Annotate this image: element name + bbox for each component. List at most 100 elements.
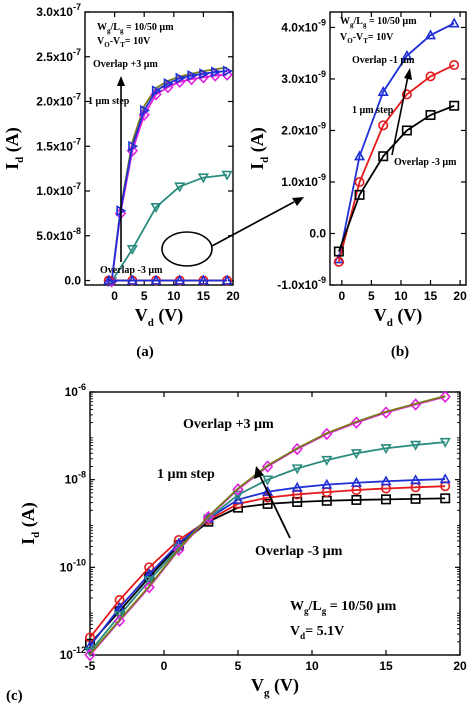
data-point-blue [321, 478, 333, 489]
x-tick-label: 20 [453, 289, 467, 303]
connector-line [211, 201, 295, 247]
y-tick-label: 1.5x10-7 [36, 136, 81, 153]
data-point-red [354, 176, 365, 187]
y-tick-label: 1.0x10-7 [36, 181, 81, 198]
zoom-connector [211, 197, 304, 247]
y-axis-label: Id (A) [18, 502, 42, 545]
y-tick-label: 10-8 [65, 470, 86, 487]
data-point-blue [163, 78, 174, 90]
data-point-magenta [84, 648, 96, 662]
data-point-black [449, 100, 460, 111]
series-line-teal [89, 441, 446, 653]
data-point-teal [150, 202, 162, 213]
data-point-teal [143, 576, 155, 587]
data-point-teal [321, 455, 333, 466]
plot-frame [89, 391, 461, 656]
y-tick-label: 3.0x10-9 [281, 69, 326, 86]
series-line-teal [110, 174, 228, 282]
data-point-blue [291, 481, 303, 492]
series-line-blue [337, 22, 455, 260]
data-point-magenta [232, 483, 244, 496]
annotation-vo: VO-VT= 10V [97, 36, 151, 49]
data-point-blue [151, 85, 162, 97]
data-point-red [378, 120, 389, 131]
series-line-red [89, 485, 446, 639]
data-point-red [425, 71, 436, 82]
annotation-vo: VO-VT= 10V [340, 32, 394, 45]
annotation-overlap-plus: Overlap +3 µm [183, 417, 274, 432]
y-tick-label: -1.0x10-9 [277, 275, 326, 292]
panel-b: 0 5 10 15 20 -1.0x10-9 0.0 1.0x10-9 2.0x10-9 3.0x… [247, 11, 467, 360]
annotation-step: 1 µm step [352, 105, 394, 116]
y-tick-label: 3.0x10-7 [36, 2, 81, 19]
data-point-blue [150, 274, 162, 285]
x-axis-label: Vd (V) [374, 305, 423, 329]
data-point-teal [221, 170, 233, 181]
data-point-blue [424, 29, 437, 40]
step-arrow [259, 475, 291, 539]
annotation-overlap-plus: Overlap +3 µm [93, 59, 158, 70]
x-tick-label: 5 [141, 289, 148, 303]
y-tick-label: 4.0x10-9 [281, 17, 326, 34]
data-point-blue [410, 474, 422, 485]
y-tick-label: 5.0x10-8 [36, 226, 81, 243]
data-point-red [333, 256, 344, 267]
data-point-teal [114, 611, 126, 622]
x-tick-label: 0 [338, 289, 345, 303]
plot-frame [329, 11, 467, 286]
data-point-black [262, 498, 273, 509]
data-point-blue [401, 49, 413, 60]
y-axis-label: Id (A) [247, 127, 271, 170]
data-point-magenta [261, 460, 274, 473]
y-tick-label: 10-12 [60, 645, 86, 662]
data-point-black [410, 493, 421, 504]
data-point-blue [175, 72, 186, 84]
series-line-black [89, 497, 446, 645]
data-point-black [292, 496, 303, 507]
data-point-blue [380, 475, 392, 486]
data-point-blue [350, 476, 362, 487]
y-tick-label: 10-10 [60, 557, 86, 574]
x-tick-label: 10 [305, 659, 319, 673]
connector-head [292, 197, 304, 206]
x-tick-label: 0 [161, 659, 168, 673]
data-point-black [380, 494, 391, 505]
plot-frame [84, 11, 234, 286]
data-point-blue [126, 274, 138, 285]
data-point-teal [197, 173, 209, 184]
data-point-teal [126, 245, 138, 256]
data-point-blue [103, 274, 115, 285]
data-point-blue [140, 104, 151, 117]
annotation-wl: Wg/Lg = 10/50 µm [340, 16, 417, 29]
data-point-black [354, 189, 365, 200]
y-tick-label: 0.0 [64, 274, 81, 288]
step-arrow-head [117, 76, 125, 86]
x-axis-label: Vg (V) [251, 675, 299, 699]
annotation-overlap-minus: Overlap -3 µm [255, 544, 343, 559]
data-point-blue [222, 65, 233, 77]
annotation-overlap-plus: Overlap -1 µm [352, 55, 415, 66]
panel-label-b: (b) [391, 344, 409, 360]
panel-label-c: (c) [6, 688, 23, 704]
data-point-teal [439, 437, 451, 448]
data-point-magenta [439, 390, 451, 403]
x-tick-label: 10 [394, 289, 408, 303]
data-point-black [378, 151, 389, 162]
data-point-blue [439, 473, 451, 484]
y-tick-label: 1.0x10-9 [281, 172, 326, 189]
data-point-blue [221, 274, 233, 285]
x-tick-label: 20 [453, 659, 467, 673]
annotation-overlap-minus: Overlap -3 µm [100, 265, 163, 276]
step-arrow-head [404, 68, 412, 80]
series-line-magenta [89, 395, 446, 656]
x-tick-label: 10 [167, 289, 181, 303]
x-tick-label: 15 [379, 659, 393, 673]
data-point-magenta [143, 581, 155, 594]
panel-label-a: (a) [136, 344, 154, 360]
y-tick-label: 2.0x10-7 [36, 92, 81, 109]
y-axis-label: Id (A) [2, 127, 26, 170]
annotation-wl: Wg/Lg = 10/50 µm [97, 22, 174, 35]
data-point-blue [114, 601, 126, 612]
data-point-teal [232, 490, 244, 501]
data-point-teal [174, 182, 186, 193]
